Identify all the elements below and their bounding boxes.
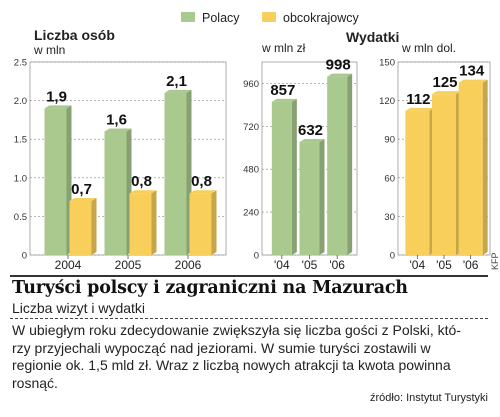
- bar-side: [291, 98, 297, 256]
- x-tick-label: '04: [410, 258, 426, 272]
- photo-credit: KFP: [490, 252, 500, 270]
- bar-top: [458, 79, 488, 83]
- data-label: 0,8: [131, 173, 152, 190]
- x-tick-label: '05: [436, 258, 452, 272]
- subheadline: Liczba wizyt i wydatki: [12, 300, 146, 316]
- y-tick-label: 0: [22, 251, 27, 262]
- y-tick-label: 720: [243, 122, 259, 133]
- data-label: 2,1: [166, 73, 187, 90]
- bar: [69, 200, 92, 255]
- bar-side: [91, 197, 97, 255]
- bar-side: [347, 73, 353, 255]
- chart-panel-spending-usd: 0 30 60 90 120 150 '04 112 '05 125 '06 134: [379, 58, 491, 272]
- y-tick-label: 1.5: [14, 135, 27, 146]
- body-line: regionie ok. 1,5 mld zł. Wraz z liczbą n…: [12, 357, 451, 373]
- bar-top: [405, 107, 435, 111]
- bar-side: [319, 139, 325, 255]
- divider-dashed: [10, 318, 488, 319]
- x-tick-label: '04: [274, 258, 290, 272]
- bar-top: [44, 105, 72, 109]
- chart-panel-spending-pln: 0 240 480 720 960 '04 857 '05 632 '06 998: [243, 57, 358, 272]
- y-tick-label: 60: [384, 173, 395, 184]
- y-tick-label: 240: [243, 208, 259, 219]
- wydatki-label: Wydatki: [346, 29, 399, 45]
- body-line: W ubiegłym roku zdecydowanie zwiększyła …: [12, 322, 461, 338]
- body-text: W ubiegłym roku zdecydowanie zwiększyła …: [12, 322, 486, 392]
- divider-top: [10, 275, 488, 277]
- y-tick-label: 2.0: [14, 96, 27, 107]
- chart-panel-visitors: 0 0.5 1.0 1.5 2.0 2.5 2004 1,9 0,7 2005 1,6 0,8 2006…: [14, 58, 227, 272]
- chart2-unit: w mln zł: [261, 41, 306, 55]
- bar-top: [104, 128, 132, 132]
- data-label: 1,6: [106, 111, 127, 128]
- chart1-title: Liczba osób: [34, 27, 115, 43]
- x-tick-label: 2005: [115, 258, 142, 272]
- legend: Polacy obcokrajowcy: [181, 11, 359, 25]
- y-tick-label: 90: [384, 135, 395, 146]
- bar: [271, 101, 292, 256]
- y-tick-label: 960: [243, 79, 259, 90]
- bar: [189, 193, 212, 255]
- bar: [432, 94, 456, 256]
- bar: [44, 108, 67, 255]
- y-tick-label: 2.5: [14, 58, 27, 69]
- bar: [104, 131, 127, 255]
- bar-top: [327, 73, 353, 77]
- data-label: 998: [326, 57, 351, 74]
- body-line: rosnąć.: [12, 374, 58, 391]
- y-tick-label: 150: [379, 58, 395, 69]
- bar-top: [164, 89, 192, 93]
- legend-swatch-polacy: [181, 12, 195, 22]
- chart3-unit: w mln dol.: [401, 41, 456, 55]
- x-tick-label: 2006: [175, 258, 202, 272]
- bar: [129, 193, 152, 255]
- bar-side: [482, 79, 488, 255]
- x-tick-label: '06: [329, 258, 345, 272]
- bar-top: [271, 98, 297, 102]
- y-tick-label: 0: [254, 251, 259, 262]
- data-label: 125: [432, 74, 457, 91]
- headline: Turyści polscy i zagraniczni na Mazurach: [12, 278, 408, 298]
- data-label: 857: [270, 82, 295, 99]
- legend-label-obcokrajowcy: obcokrajowcy: [283, 11, 359, 25]
- bar-top: [69, 197, 97, 201]
- x-tick-label: '06: [463, 258, 479, 272]
- legend-label-polacy: Polacy: [202, 11, 240, 25]
- data-label: 112: [406, 91, 430, 108]
- data-label: 0,8: [191, 173, 212, 190]
- data-label: 134: [459, 63, 485, 80]
- y-tick-label: 1.0: [14, 173, 27, 184]
- bar: [299, 142, 320, 255]
- legend-swatch-obcokrajowcy: [262, 12, 276, 22]
- chart1-unit: w mln: [33, 43, 65, 57]
- y-tick-label: 0.5: [14, 212, 27, 223]
- bar-top: [299, 139, 325, 143]
- x-tick-label: 2004: [55, 258, 82, 272]
- bar-side: [151, 190, 157, 255]
- bar: [405, 110, 430, 255]
- source-note: źródło: Instytut Turystyki: [370, 392, 488, 404]
- charts-area: Polacy obcokrajowcy Liczba osób w mln w …: [14, 11, 491, 272]
- data-label: 632: [298, 122, 323, 139]
- y-tick-label: 0: [390, 251, 395, 262]
- data-label: 1,9: [46, 88, 67, 105]
- bar-top: [129, 190, 157, 194]
- bar-top: [189, 190, 217, 194]
- data-label: 0,7: [71, 181, 92, 198]
- body-line: rzy przyjechali wypocząć nad jeziorami. …: [12, 339, 431, 356]
- bar: [164, 92, 187, 255]
- x-tick-label: '05: [302, 258, 318, 272]
- y-tick-label: 30: [384, 212, 395, 223]
- bar-top: [432, 91, 461, 95]
- bar: [327, 76, 348, 255]
- bar-side: [211, 190, 217, 255]
- bar: [458, 82, 483, 255]
- y-tick-label: 480: [243, 165, 259, 176]
- y-tick-label: 120: [379, 96, 395, 107]
